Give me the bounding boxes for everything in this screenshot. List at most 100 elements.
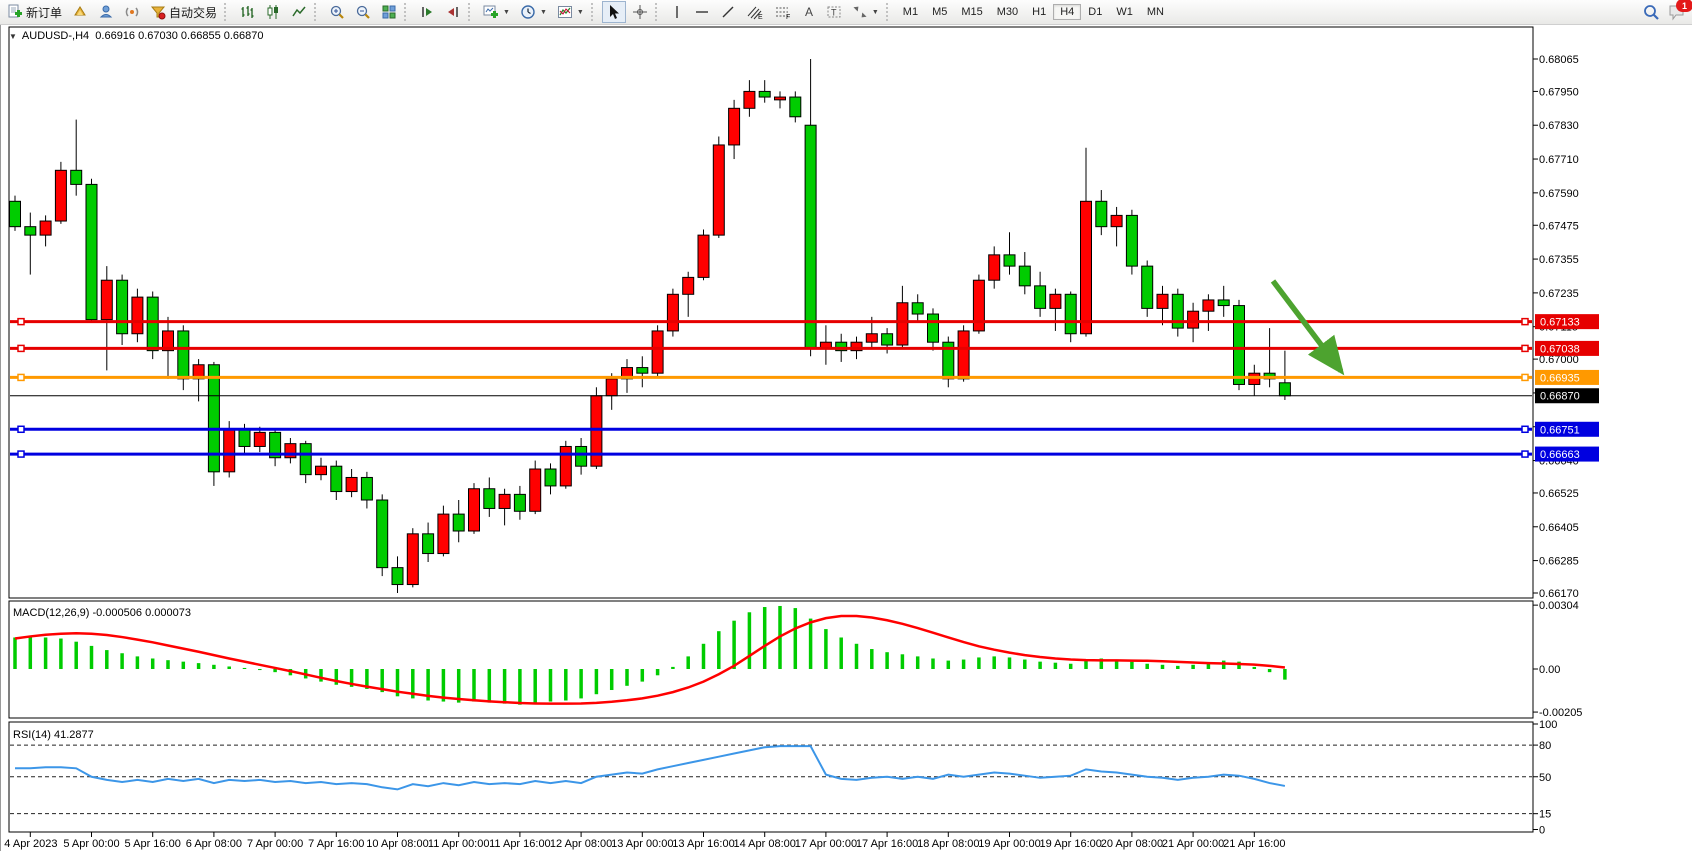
candle — [315, 465, 327, 476]
timeframe-mn[interactable]: MN — [1146, 6, 1164, 18]
fibonacci-button[interactable]: F — [770, 1, 796, 23]
price-tag — [1535, 369, 1599, 385]
time-axis-label: 7 Apr 00:00 — [247, 838, 303, 850]
tile-windows-button[interactable] — [377, 1, 401, 23]
candle — [162, 330, 174, 352]
candle — [116, 279, 129, 335]
timeframe-h1[interactable]: H1 — [1032, 6, 1047, 18]
fibonacci-icon: F — [774, 4, 792, 20]
candle — [1217, 299, 1230, 307]
timeframe-m5[interactable]: M5 — [932, 6, 948, 18]
market-watch-button[interactable] — [68, 1, 92, 23]
zoom-in-icon — [329, 4, 345, 20]
toolbar-separator — [468, 3, 476, 21]
candle — [345, 476, 358, 493]
cursor-button[interactable] — [601, 1, 626, 23]
candle — [9, 200, 21, 228]
timeframe-d1[interactable]: D1 — [1088, 6, 1103, 18]
navigator-button[interactable] — [94, 1, 118, 23]
macd-pane — [8, 600, 1534, 719]
candle — [728, 107, 741, 146]
candle — [697, 234, 710, 278]
chevron-down-icon: ▼ — [503, 8, 510, 16]
text-label-button[interactable]: T — [822, 1, 846, 23]
candle — [1110, 214, 1123, 228]
timeframe-m1[interactable]: M1 — [902, 6, 919, 18]
chart-shift-button[interactable] — [441, 1, 465, 23]
candle — [682, 276, 695, 295]
candlestick-chart-button[interactable] — [261, 1, 285, 23]
timeframe-w1[interactable]: W1 — [1116, 6, 1133, 18]
candle — [1095, 200, 1108, 228]
notifications-button[interactable]: 1 — [1668, 0, 1692, 21]
new-order-button[interactable]: 新订单 — [3, 1, 66, 23]
zoom-in-button[interactable] — [325, 1, 349, 23]
equidistant-channel-button[interactable]: E — [742, 1, 768, 23]
price-axis-tick: 0.67355 — [1539, 254, 1579, 266]
toolbar-separator — [404, 3, 412, 21]
price-tag — [1535, 446, 1599, 462]
periods-button[interactable]: ▼ — [516, 1, 551, 23]
zoom-out-button[interactable] — [351, 1, 375, 23]
line-anchor — [17, 344, 25, 353]
candle — [299, 443, 312, 476]
candle — [774, 96, 786, 101]
price-chart-canvas[interactable]: 0.68065 0.67950 0.67830 0.67710 0.67590 0.674… — [1, 25, 1692, 851]
candle — [789, 96, 802, 118]
vertical-line-button[interactable] — [666, 1, 688, 23]
line-anchor — [17, 450, 25, 458]
navigator-icon — [98, 4, 114, 20]
trendline-button[interactable] — [716, 1, 740, 23]
horizontal-line-button[interactable] — [690, 1, 714, 23]
candle — [1141, 265, 1154, 309]
timeframe-h4[interactable]: H4 — [1053, 4, 1082, 20]
candle — [1064, 293, 1077, 335]
autotrading-button[interactable]: 自动交易 — [146, 1, 221, 23]
search-icon[interactable] — [1642, 3, 1660, 21]
text-label-icon: T — [826, 4, 842, 20]
macd-axis-tick: 0.00304 — [1539, 600, 1579, 612]
price-axis-tick: 0.66405 — [1539, 522, 1579, 534]
new-chart-button[interactable]: ▼ — [479, 1, 514, 23]
line-chart-button[interactable] — [287, 1, 311, 23]
candle — [85, 183, 98, 321]
toolbar-separator — [224, 3, 232, 21]
signals-button[interactable] — [120, 1, 144, 23]
candle — [651, 330, 664, 374]
line-anchor — [17, 317, 25, 326]
text-icon: A — [802, 4, 816, 20]
candle — [376, 499, 389, 569]
candle — [406, 533, 419, 586]
chevron-down-icon: ▼ — [871, 8, 879, 16]
candle — [1233, 305, 1245, 385]
down-arrow-annotation[interactable] — [1270, 279, 1345, 376]
indicators-button[interactable]: ▼ — [553, 1, 588, 23]
time-axis-label: 17 Apr 16:00 — [856, 838, 918, 850]
candle — [422, 533, 435, 555]
line-anchor — [1521, 425, 1529, 434]
time-axis: 4 Apr 2023 5 Apr 00:00 5 Apr 16:00 6 Apr 08… — [4, 832, 1285, 850]
collapse-icon[interactable]: ▼ — [9, 32, 17, 41]
macd-axis-tick: 0.00 — [1539, 664, 1560, 676]
candles — [9, 59, 1291, 593]
price-tag — [1535, 421, 1599, 437]
chevron-down-icon: ▼ — [576, 8, 584, 16]
timeframe-m15[interactable]: M15 — [961, 6, 983, 18]
arrows-button[interactable]: ▼ — [848, 1, 883, 23]
bar-chart-button[interactable] — [235, 1, 259, 23]
time-axis-label: 19 Apr 16:00 — [1040, 838, 1102, 850]
candle — [24, 226, 37, 236]
candle — [529, 468, 542, 512]
time-axis-label: 12 Apr 08:00 — [550, 838, 612, 850]
price-axis-tick: 0.67950 — [1539, 86, 1579, 98]
timeframe-m30[interactable]: M30 — [996, 6, 1019, 18]
auto-scroll-button[interactable] — [415, 1, 439, 23]
time-axis-label: 6 Apr 08:00 — [186, 838, 242, 850]
candle — [468, 488, 480, 532]
candle — [39, 220, 52, 236]
main-toolbar: 新订单 自动交易 — [0, 0, 1692, 25]
text-button[interactable]: A — [798, 1, 820, 23]
crosshair-button[interactable] — [628, 1, 652, 23]
candle — [865, 333, 878, 343]
candle — [1003, 254, 1016, 267]
